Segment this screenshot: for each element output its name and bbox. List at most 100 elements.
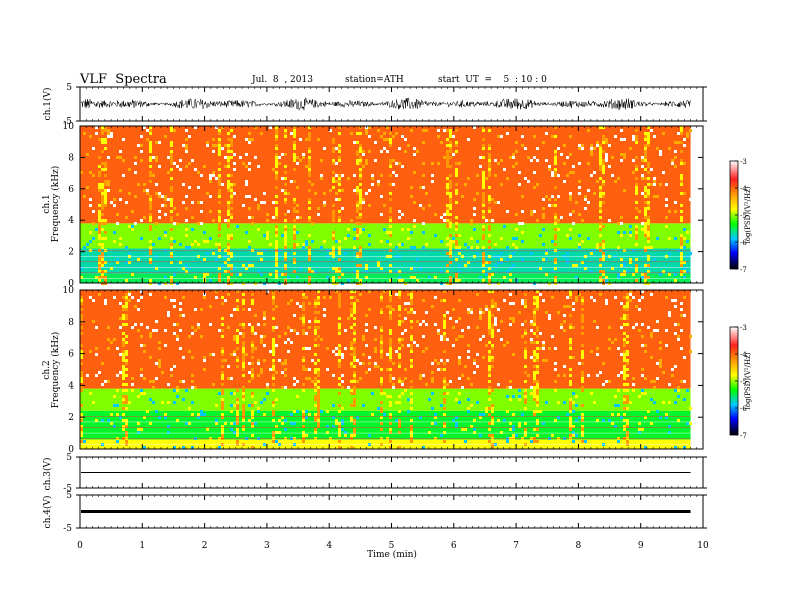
ch2-spectrogram-cell — [653, 380, 656, 383]
ch1-spectrogram-cell — [287, 192, 290, 195]
ch2-spectrogram-cell — [491, 347, 494, 350]
ch1-spectrogram-cell — [395, 174, 398, 177]
ch2-spectrogram-cell — [536, 353, 539, 356]
ch3-waveform-panel: 5-5 — [63, 453, 707, 494]
ch2-spectrogram-cell — [83, 440, 86, 443]
ch2-spectrogram-cell — [260, 371, 263, 374]
ch1-spectrogram-cell — [389, 216, 392, 219]
ch2-spectrogram-cell — [482, 335, 485, 338]
ch2-spectrogram-cell — [509, 380, 512, 383]
ch1-spectrogram-cell — [149, 150, 152, 153]
ch1-spectrogram-cell — [659, 183, 662, 186]
ch2-spectrogram-cell — [314, 320, 317, 323]
ch1-spectrogram-cell — [263, 192, 266, 195]
ch1-spectrogram-cell — [317, 138, 320, 141]
ch2-spectrogram-cell — [317, 299, 320, 302]
ch1-spectrogram-cell — [443, 219, 446, 222]
ch1-spectrogram-cell — [350, 219, 353, 222]
ch1-spectrogram-cell — [191, 201, 194, 204]
ch1-spectrogram-cell — [521, 240, 524, 243]
ch2-spectrogram-cell — [680, 314, 683, 317]
ch2-spectrogram-cell — [494, 320, 497, 323]
ch2-spectrogram-cell — [533, 332, 536, 335]
ch1-spectrogram-cell — [149, 141, 152, 144]
ch2-spectrogram-cell — [197, 413, 200, 416]
ch2-spectrogram-cell — [623, 308, 626, 311]
ch2-spectrogram-cell — [482, 356, 485, 359]
ch2-spectrogram-cell — [89, 392, 92, 395]
ch2-spectrogram-cell — [317, 389, 320, 392]
ch2-spectrogram-cell — [167, 314, 170, 317]
ch2-spectrogram-cell — [302, 368, 305, 371]
ch2-spectrogram-cell — [461, 386, 464, 389]
ch1-spectrogram-cell — [359, 171, 362, 174]
ch2-spectrogram-cell — [617, 440, 620, 443]
ch2-spectrogram-cell — [512, 428, 515, 431]
ch2-spectrogram-cell — [254, 401, 257, 404]
ch1-spectrogram-cell — [392, 159, 395, 162]
ch1-spectrogram-cell — [449, 219, 452, 222]
ch1-spectrogram-cell — [101, 192, 104, 195]
ch2-spectrogram-cell — [674, 389, 677, 392]
ch1-spectrogram-cell — [338, 249, 341, 252]
ch1-spectrogram-cell — [602, 195, 605, 198]
ch2-spectrogram-cell — [443, 431, 446, 434]
ch2-spectrogram-cell — [443, 425, 446, 428]
ch2-spectrogram-cell — [539, 332, 542, 335]
ch1-spectrogram-cell — [212, 252, 215, 255]
ch1-spectrogram-cell — [194, 126, 197, 129]
ch1-spectrogram-cell — [149, 207, 152, 210]
ch1-spectrogram-cell — [170, 279, 173, 282]
ch1-spectrogram-cell — [518, 171, 521, 174]
ch2-spectrogram-cell — [299, 317, 302, 320]
ch2-spectrogram-cell — [167, 425, 170, 428]
ch2-spectrogram-cell — [353, 434, 356, 437]
ch2-spectrogram-cell — [602, 383, 605, 386]
ch2-spectrogram-cell — [572, 431, 575, 434]
ch1-spectrogram-cell — [296, 243, 299, 246]
ch1-spectrogram-cell — [230, 150, 233, 153]
ch2-spectrogram-cell — [227, 365, 230, 368]
ch1-spectrogram-cell — [578, 213, 581, 216]
ch2-spectrogram-cell — [293, 410, 296, 413]
ch2-spectrogram-cell — [203, 296, 206, 299]
ch1-spectrogram-cell — [440, 270, 443, 273]
ch1-spectrogram-cell — [674, 141, 677, 144]
ch2-spectrogram-cell — [584, 440, 587, 443]
ch1-spectrogram-cell — [146, 192, 149, 195]
ch2-spectrogram-cell — [581, 380, 584, 383]
ch1-spectrogram-cell — [425, 192, 428, 195]
ch1-spectrogram-cell — [494, 264, 497, 267]
ch1-spectrogram-cell — [449, 204, 452, 207]
ch2-spectrogram-cell — [626, 440, 629, 443]
ch1-spectrogram-cell — [308, 180, 311, 183]
ch1-spectrogram-cell — [110, 135, 113, 138]
ch1-spectrogram-cell — [554, 156, 557, 159]
ch1-spectrogram-cell — [602, 150, 605, 153]
ch1-spectrogram-cell — [338, 276, 341, 279]
ch1-spectrogram-cell — [227, 207, 230, 210]
ch2-spectrogram-cell — [536, 296, 539, 299]
ch1-spectrogram-cell — [209, 180, 212, 183]
ch2-spectrogram-cell — [101, 383, 104, 386]
ch2-spectrogram-cell — [485, 344, 488, 347]
ch2-spectrogram-cell — [122, 353, 125, 356]
ch1-spectrogram-cell — [332, 237, 335, 240]
ch2-spectrogram-cell — [455, 338, 458, 341]
ch2-spectrogram-cell — [446, 383, 449, 386]
ch1-spectrogram-cell — [317, 213, 320, 216]
ch2-spectrogram-cell — [143, 344, 146, 347]
ch1-spectrogram-cell — [218, 267, 221, 270]
ch2-spectrogram-cell — [278, 359, 281, 362]
ch2-spectrogram-cell — [173, 365, 176, 368]
ch2-spectrogram-cell — [401, 332, 404, 335]
ch2-spectrogram-cell — [569, 290, 572, 293]
ch2-spectrogram-cell — [287, 302, 290, 305]
ch1-spectrogram-cell — [206, 252, 209, 255]
ch2-spectrogram-cell — [365, 314, 368, 317]
ch2-spectrogram-cell — [182, 398, 185, 401]
ch2-spectrogram-cell — [410, 440, 413, 443]
ch2-spectrogram-cell — [305, 347, 308, 350]
ch2-spectrogram-cell — [125, 317, 128, 320]
ch1-spectrogram-cell — [554, 198, 557, 201]
